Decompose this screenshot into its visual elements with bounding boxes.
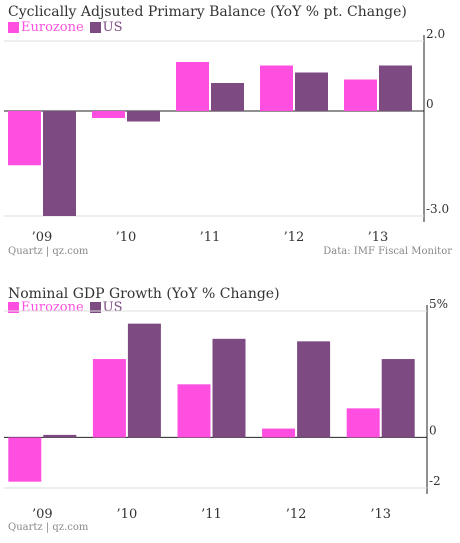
chart-legend: Eurozone US bbox=[8, 20, 123, 35]
bar-eurozone bbox=[92, 111, 125, 118]
source-credit: Quartz | qz.com bbox=[8, 522, 89, 533]
bar-us bbox=[211, 83, 244, 111]
x-tick-label: ’12 bbox=[286, 507, 307, 522]
bar-us bbox=[297, 341, 331, 438]
bar-us bbox=[43, 111, 76, 216]
bar-eurozone bbox=[262, 428, 296, 438]
chart-plot: 2.0 0 -3.0 ’09 ’10 ’11 ’12 ’13 bbox=[4, 27, 449, 245]
legend-swatch-eurozone bbox=[8, 302, 19, 313]
x-tick-label: ’09 bbox=[32, 507, 53, 522]
gdp-growth-chart: Nominal GDP Growth (YoY % Change) Eurozo… bbox=[0, 280, 460, 543]
legend-swatch-eurozone bbox=[8, 22, 19, 33]
chart-title: Cyclically Adjsuted Primary Balance (YoY… bbox=[8, 4, 407, 20]
bar-eurozone bbox=[177, 384, 211, 438]
x-tick-label: ’10 bbox=[116, 230, 137, 245]
primary-balance-chart: Cyclically Adjsuted Primary Balance (YoY… bbox=[0, 0, 460, 270]
bar-us bbox=[127, 323, 161, 438]
bar-us bbox=[379, 65, 412, 111]
chart-title: Nominal GDP Growth (YoY % Change) bbox=[8, 286, 280, 302]
bar-us bbox=[381, 359, 415, 438]
bar-eurozone bbox=[344, 79, 377, 111]
legend-swatch-us bbox=[89, 22, 101, 33]
bar-us bbox=[295, 72, 328, 111]
legend-label-eurozone: Eurozone bbox=[21, 20, 84, 35]
legend-swatch-us bbox=[89, 302, 101, 313]
x-tick-label: ’11 bbox=[201, 507, 222, 522]
bar-us bbox=[212, 338, 246, 438]
bar-eurozone bbox=[176, 62, 209, 111]
bar-us bbox=[43, 434, 77, 438]
chart-plot: 5% 0 -2 ’09 ’10 ’11 ’12 ’13 bbox=[4, 297, 448, 522]
y-tick-label: -2 bbox=[429, 474, 441, 488]
y-tick-label: -3.0 bbox=[426, 202, 449, 216]
bar-eurozone bbox=[346, 408, 380, 438]
bar-eurozone bbox=[260, 65, 293, 111]
bar-us bbox=[127, 111, 160, 122]
legend-item-eurozone: Eurozone bbox=[8, 20, 84, 35]
x-tick-label: ’11 bbox=[200, 230, 221, 245]
x-tick-label: ’10 bbox=[117, 507, 138, 522]
bar-eurozone bbox=[92, 359, 126, 438]
x-tick-label: ’13 bbox=[370, 507, 391, 522]
bar-eurozone bbox=[8, 111, 41, 166]
y-tick-label: 5% bbox=[429, 297, 448, 311]
source-credit: Quartz | qz.com bbox=[8, 246, 89, 257]
legend-label-us: US bbox=[102, 20, 123, 35]
x-tick-label: ’12 bbox=[284, 230, 305, 245]
y-tick-label: 2.0 bbox=[426, 27, 445, 41]
bar-eurozone bbox=[8, 437, 42, 482]
x-tick-label: ’09 bbox=[32, 230, 53, 245]
y-tick-label: 0 bbox=[426, 97, 434, 111]
x-tick-label: ’13 bbox=[368, 230, 389, 245]
data-source: Data: IMF Fiscal Monitor bbox=[323, 246, 452, 257]
y-tick-label: 0 bbox=[429, 423, 437, 437]
legend-item-us: US bbox=[89, 20, 123, 35]
